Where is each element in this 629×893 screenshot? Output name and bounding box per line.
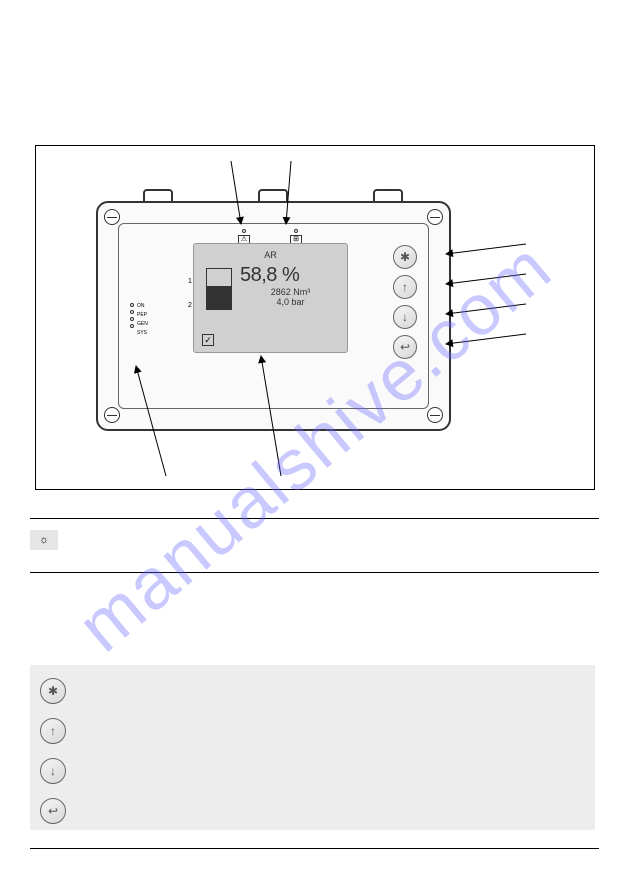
led-dot-icon bbox=[294, 229, 298, 233]
down-button[interactable]: ↓ bbox=[393, 305, 417, 329]
screw-icon bbox=[104, 209, 120, 225]
bulb-icon: ☼ bbox=[30, 530, 58, 550]
divider bbox=[30, 518, 599, 519]
screw-icon bbox=[104, 407, 120, 423]
lcd-header: AR bbox=[200, 250, 341, 260]
up-button-legend: ↑ bbox=[40, 718, 66, 744]
hinge-icon bbox=[258, 189, 288, 203]
tank-mark-2: 2 bbox=[188, 302, 192, 309]
led-dot-icon bbox=[130, 303, 134, 307]
figure-container: ⚠ ⊞ AR 1 2 58,8 % bbox=[35, 145, 595, 490]
led-dot-icon bbox=[130, 317, 134, 321]
divider bbox=[30, 848, 599, 849]
back-button-legend: ↩ bbox=[40, 798, 66, 824]
status-leds: ON PEP GEN SYS bbox=[130, 303, 148, 336]
lcd-volume: 2862 Nm³ bbox=[240, 287, 341, 297]
lcd-display: AR 1 2 58,8 % 2862 Nm³ 4,0 bar ✓ bbox=[193, 243, 348, 353]
led-dot-icon bbox=[242, 229, 246, 233]
lcd-percent: 58,8 % bbox=[240, 264, 341, 287]
status-label: GEN bbox=[137, 321, 148, 327]
button-legend-block bbox=[30, 665, 595, 830]
divider bbox=[30, 572, 599, 573]
check-icon: ✓ bbox=[202, 334, 214, 346]
led-dot-icon bbox=[130, 324, 134, 328]
up-button[interactable]: ↑ bbox=[393, 275, 417, 299]
hinge-icon bbox=[373, 189, 403, 203]
legend-bulb-row: ☼ bbox=[30, 530, 58, 550]
status-label: ON bbox=[137, 303, 148, 309]
button-legend-list: ✱ ↑ ↓ ↩ bbox=[40, 678, 66, 824]
led-dot-icon bbox=[130, 310, 134, 314]
hinge-icon bbox=[143, 189, 173, 203]
menu-button[interactable]: ✱ bbox=[393, 245, 417, 269]
lcd-pressure: 4,0 bar bbox=[240, 297, 341, 307]
control-buttons: ✱ ↑ ↓ ↩ bbox=[393, 245, 417, 359]
device-enclosure: ⚠ ⊞ AR 1 2 58,8 % bbox=[96, 201, 451, 431]
screw-icon bbox=[427, 209, 443, 225]
tank-mark-1: 1 bbox=[188, 278, 192, 285]
status-label: PEP bbox=[137, 312, 148, 318]
tank-fill bbox=[207, 286, 231, 309]
tank-icon bbox=[206, 268, 232, 310]
down-button-legend: ↓ bbox=[40, 758, 66, 784]
lcd-main-area: 1 2 58,8 % 2862 Nm³ 4,0 bar bbox=[200, 264, 341, 310]
menu-button-legend: ✱ bbox=[40, 678, 66, 704]
lcd-values: 58,8 % 2862 Nm³ 4,0 bar bbox=[240, 264, 341, 307]
screw-icon bbox=[427, 407, 443, 423]
back-button[interactable]: ↩ bbox=[393, 335, 417, 359]
status-label: SYS bbox=[137, 330, 148, 336]
